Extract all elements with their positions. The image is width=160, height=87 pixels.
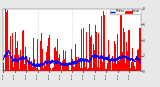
Legend: Median, Actual: Median, Actual bbox=[110, 9, 140, 14]
